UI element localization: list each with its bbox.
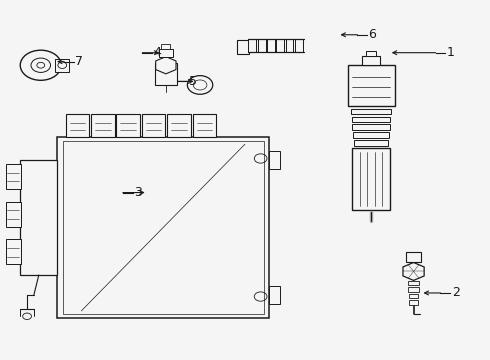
- Bar: [347, 65, 394, 107]
- Bar: [142, 114, 165, 137]
- Bar: [193, 114, 216, 137]
- Bar: [352, 125, 390, 130]
- Bar: [267, 39, 275, 52]
- Bar: [366, 51, 376, 56]
- Text: 7: 7: [75, 55, 83, 68]
- Bar: [5, 202, 21, 226]
- Bar: [409, 300, 418, 305]
- Bar: [295, 39, 303, 52]
- Bar: [353, 132, 389, 138]
- Bar: [276, 39, 284, 52]
- Bar: [117, 114, 140, 137]
- Bar: [258, 39, 266, 52]
- Bar: [159, 49, 172, 57]
- Bar: [362, 56, 380, 65]
- Circle shape: [20, 50, 61, 80]
- Bar: [406, 252, 421, 262]
- Text: 4: 4: [154, 46, 162, 59]
- Bar: [66, 114, 89, 137]
- Bar: [248, 39, 256, 52]
- Bar: [352, 117, 391, 122]
- Text: 5: 5: [189, 75, 197, 88]
- Bar: [286, 39, 294, 52]
- Bar: [20, 160, 57, 275]
- Text: 3: 3: [134, 186, 142, 199]
- Bar: [270, 151, 280, 169]
- Bar: [270, 286, 280, 304]
- Bar: [155, 63, 176, 85]
- Bar: [408, 281, 419, 285]
- Bar: [5, 164, 21, 189]
- Polygon shape: [403, 262, 424, 280]
- Bar: [351, 109, 391, 114]
- Text: 2: 2: [452, 287, 460, 300]
- Bar: [63, 141, 264, 314]
- Bar: [57, 137, 270, 318]
- Text: 1: 1: [447, 46, 455, 59]
- Bar: [237, 40, 249, 54]
- Bar: [409, 294, 418, 298]
- Bar: [5, 239, 21, 264]
- Text: 6: 6: [368, 28, 376, 41]
- Bar: [354, 140, 388, 146]
- Polygon shape: [156, 57, 176, 74]
- Bar: [91, 114, 115, 137]
- Bar: [167, 114, 191, 137]
- Bar: [161, 44, 170, 49]
- Bar: [55, 59, 69, 72]
- Bar: [409, 287, 418, 292]
- Bar: [352, 148, 390, 211]
